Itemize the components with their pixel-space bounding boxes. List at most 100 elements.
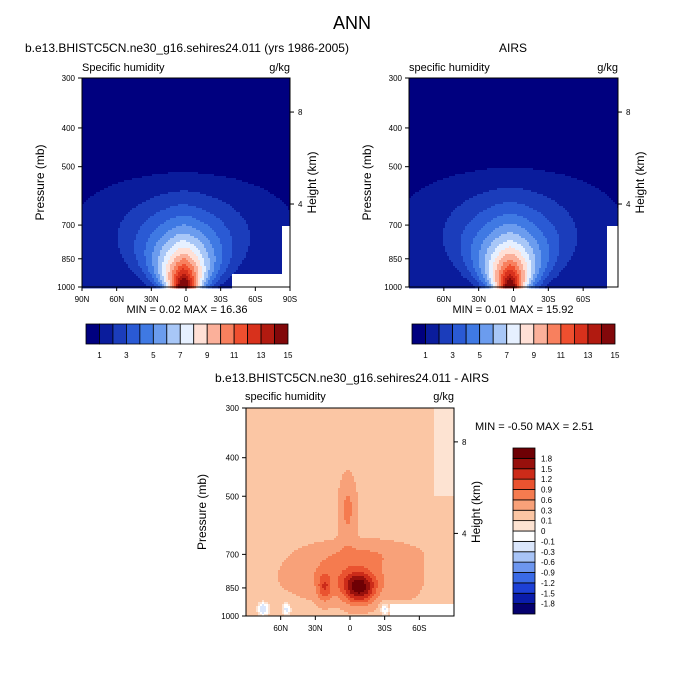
contour-cell [290, 610, 293, 613]
contour-cell [82, 208, 133, 211]
contour-cell [232, 242, 251, 245]
contour-cell [409, 132, 619, 135]
contour-cell [166, 274, 169, 277]
panel-obs-units: g/kg [597, 62, 618, 74]
contour-cell [409, 92, 619, 95]
contour-cell [563, 206, 618, 209]
contour-cell [495, 228, 526, 231]
contour-cell [246, 508, 339, 511]
contour-cell [473, 240, 484, 243]
contour-cell [136, 234, 151, 237]
contour-cell [348, 598, 355, 601]
contour-cell [338, 518, 345, 521]
contour-cell [82, 266, 129, 269]
contour-cell [549, 250, 560, 253]
contour-cell [170, 256, 177, 259]
contour-cell [120, 248, 135, 251]
contour-cell [549, 220, 574, 223]
contour-cell [220, 266, 229, 269]
contour-cell [533, 284, 536, 287]
contour-cell [152, 260, 159, 263]
contour-cell [382, 568, 425, 571]
contour-cell [434, 408, 455, 411]
contour-cell [463, 276, 474, 279]
contour-cell [434, 416, 455, 419]
contour-cell [170, 264, 177, 267]
contour-cell [473, 218, 494, 221]
contour-cell [146, 264, 153, 267]
contour-cell [493, 272, 496, 275]
contour-cell [264, 188, 291, 191]
contour-cell [511, 274, 516, 277]
contour-cell [583, 180, 619, 183]
contour-cell [228, 278, 233, 281]
contour-cell [186, 240, 201, 243]
contour-cell [280, 582, 315, 585]
contour-cell [246, 592, 293, 595]
contour-cell [336, 552, 379, 555]
contour-cell [232, 240, 251, 243]
contour-cell [507, 282, 514, 285]
colorbar-label: -0.9 [541, 569, 555, 578]
contour-cell [487, 236, 500, 239]
contour-cell [156, 242, 167, 245]
contour-cell [188, 270, 193, 273]
contour-cell [336, 536, 361, 539]
contour-cell [344, 510, 353, 513]
y-tick-label: 300 [226, 404, 240, 413]
contour-cell [192, 250, 201, 253]
contour-cell [352, 582, 365, 585]
contour-cell [248, 226, 283, 229]
contour-cell [515, 266, 520, 269]
contour-cell [158, 284, 163, 287]
contour-cell [282, 250, 291, 253]
contour-cell [126, 262, 139, 265]
contour-cell [208, 272, 213, 275]
contour-cell [246, 504, 339, 507]
contour-cell [282, 234, 291, 237]
contour-cell [483, 242, 492, 245]
contour-cell [188, 204, 231, 207]
contour-cell [463, 202, 504, 205]
contour-cell [82, 250, 121, 253]
contour-cell [461, 250, 472, 253]
contour-cell [569, 260, 608, 263]
colorbar-swatch [512, 509, 536, 522]
contour-cell [549, 252, 560, 255]
colorbar-label: 3 [450, 351, 455, 360]
contour-cell [461, 242, 474, 245]
contour-cell [174, 258, 183, 261]
contour-cell [232, 250, 249, 253]
contour-cell [246, 426, 435, 429]
contour-cell [314, 580, 321, 583]
contour-cell [232, 246, 249, 249]
contour-cell [246, 484, 341, 487]
contour-cell [172, 246, 197, 249]
contour-cell [258, 608, 261, 611]
contour-cell [485, 254, 492, 257]
colorbar-swatch [512, 457, 536, 470]
contour-cell [178, 282, 181, 285]
contour-cell [547, 264, 556, 267]
contour-cell [461, 246, 472, 249]
contour-cell [521, 278, 526, 281]
contour-cell [527, 252, 534, 255]
contour-cell [200, 262, 205, 265]
contour-cell [232, 284, 291, 287]
contour-cell [180, 282, 189, 285]
contour-cell [409, 150, 619, 153]
contour-cell [260, 186, 291, 189]
contour-cell [368, 612, 383, 615]
contour-cell [559, 234, 578, 237]
contour-cell [210, 264, 215, 267]
contour-cell [485, 262, 490, 265]
contour-cell [82, 226, 121, 229]
contour-cell [364, 590, 369, 593]
contour-cell [537, 240, 548, 243]
contour-cell [356, 482, 435, 485]
contour-cell [82, 242, 119, 245]
contour-cell [338, 506, 345, 509]
contour-cell [158, 270, 163, 273]
colorbar-swatch [260, 323, 275, 345]
contour-cell [82, 282, 145, 285]
